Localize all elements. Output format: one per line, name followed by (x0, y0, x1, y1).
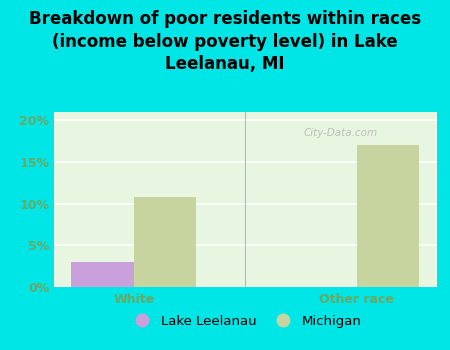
Bar (357, 145, 419, 287)
Text: Breakdown of poor residents within races
(income below poverty level) in Lake
Le: Breakdown of poor residents within races… (29, 10, 421, 73)
Legend: Lake Leelanau, Michigan: Lake Leelanau, Michigan (124, 309, 367, 333)
Bar (72, 262, 134, 287)
Bar (134, 197, 196, 287)
Text: City-Data.com: City-Data.com (304, 128, 378, 138)
